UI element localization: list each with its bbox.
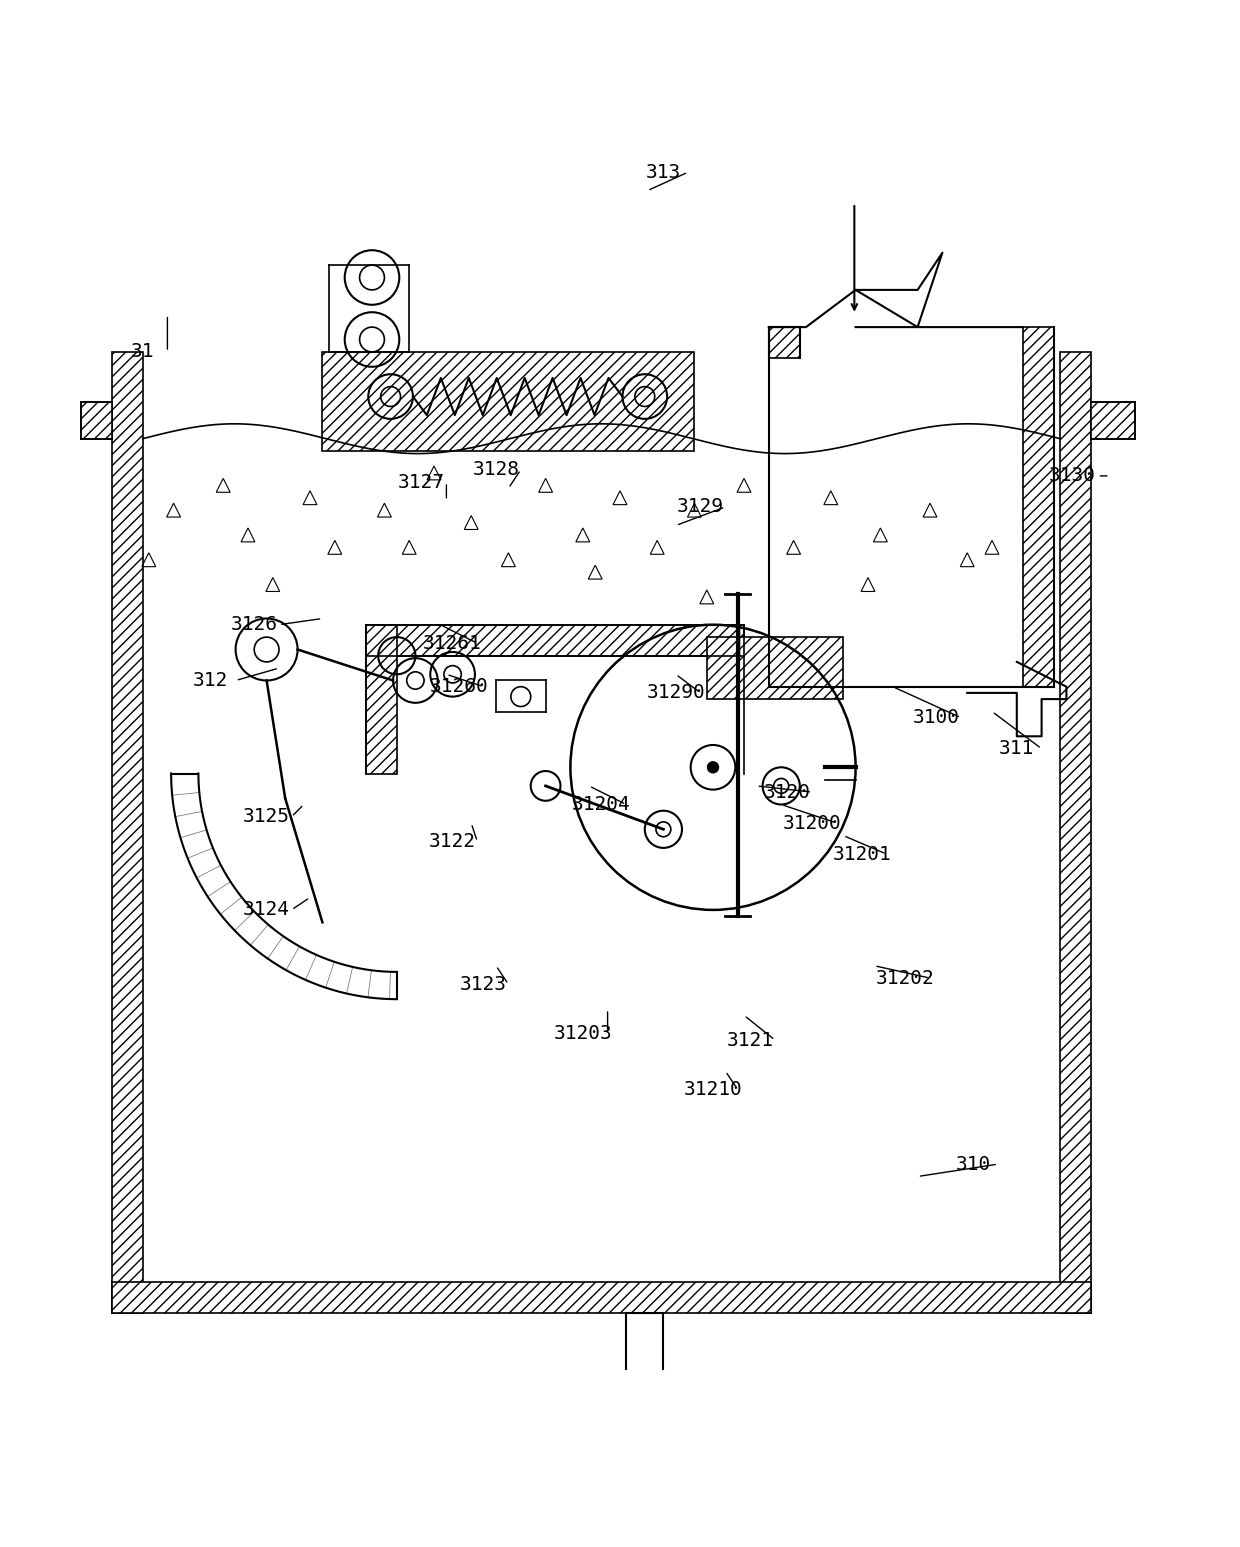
Text: 31210: 31210 [683, 1080, 743, 1100]
Text: 3129: 3129 [677, 498, 724, 517]
Text: 31290: 31290 [646, 684, 706, 702]
Polygon shape [1060, 351, 1091, 1313]
Polygon shape [322, 351, 694, 452]
Text: 3127: 3127 [398, 472, 445, 492]
Polygon shape [81, 402, 112, 439]
Text: 3120: 3120 [764, 783, 811, 801]
Polygon shape [366, 625, 397, 774]
Text: 31200: 31200 [782, 814, 842, 832]
Text: 31261: 31261 [423, 634, 482, 653]
Polygon shape [366, 625, 744, 656]
Text: 3121: 3121 [727, 1030, 774, 1049]
Text: 31203: 31203 [553, 1024, 613, 1043]
Text: 3126: 3126 [231, 616, 278, 634]
Text: 3128: 3128 [472, 459, 520, 480]
Text: 31260: 31260 [429, 678, 489, 696]
Text: 3125: 3125 [243, 808, 290, 826]
Polygon shape [707, 637, 843, 699]
Polygon shape [1023, 326, 1054, 687]
Text: 3122: 3122 [429, 832, 476, 851]
Text: 312: 312 [193, 671, 228, 690]
Text: 3124: 3124 [243, 900, 290, 919]
Text: 310: 310 [956, 1154, 991, 1174]
Text: 3123: 3123 [460, 975, 507, 993]
Text: 31202: 31202 [875, 968, 935, 987]
Text: 31201: 31201 [832, 845, 892, 863]
Polygon shape [769, 326, 800, 357]
Circle shape [707, 761, 719, 774]
Polygon shape [112, 1282, 1091, 1313]
Text: 311: 311 [999, 739, 1034, 758]
Text: 31: 31 [131, 342, 154, 362]
Text: 3130: 3130 [1049, 466, 1096, 486]
Polygon shape [1091, 402, 1135, 439]
Text: 31204: 31204 [572, 795, 631, 814]
Text: 313: 313 [646, 162, 681, 181]
Text: 3100: 3100 [913, 709, 960, 727]
Polygon shape [112, 351, 143, 1313]
